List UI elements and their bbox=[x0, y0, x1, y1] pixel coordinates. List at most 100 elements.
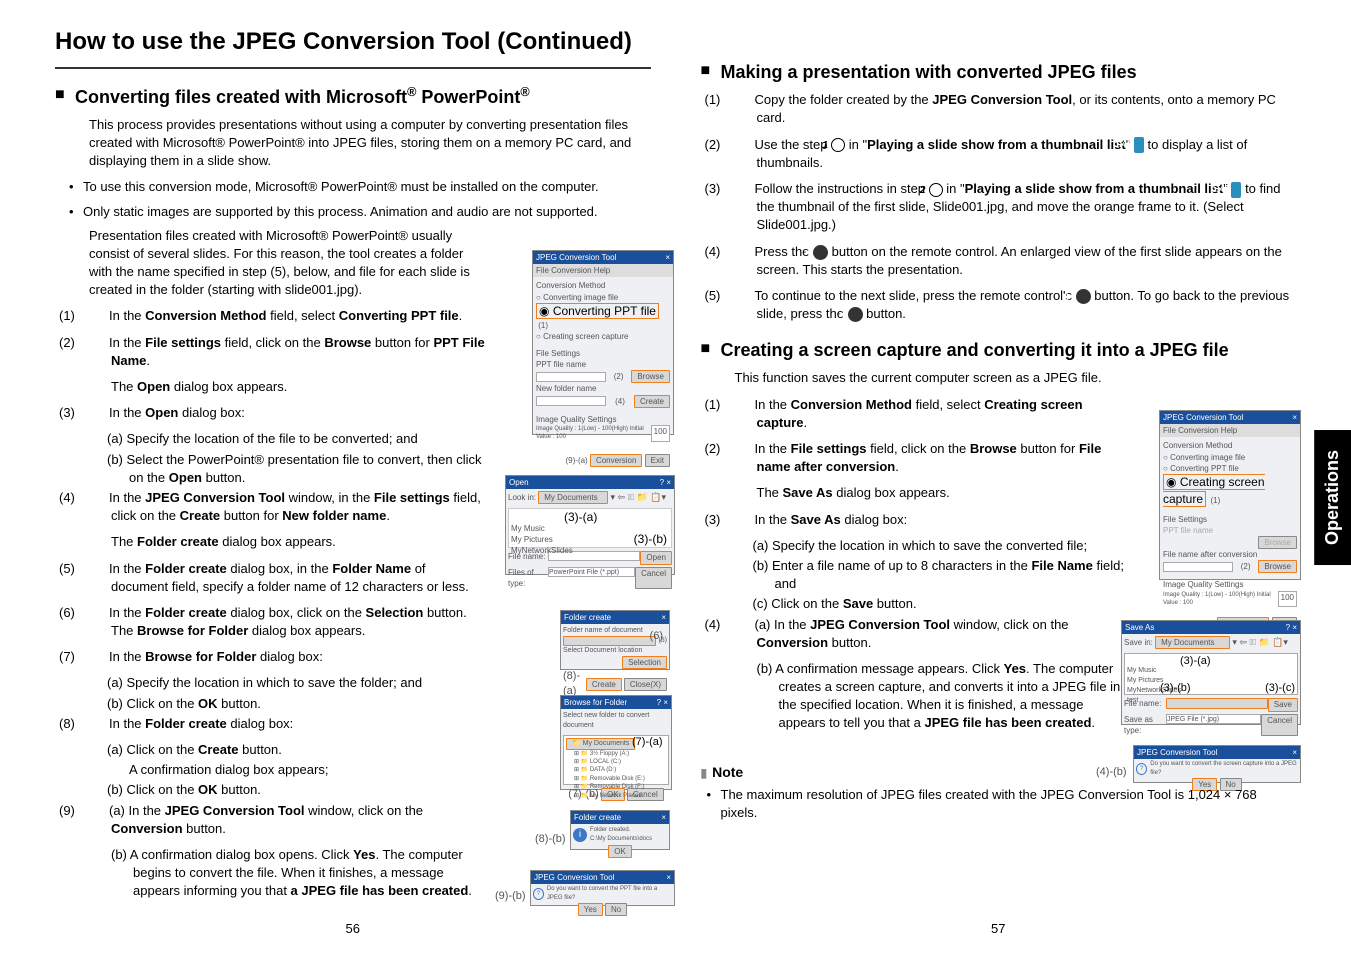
screenshot-folder-create: Folder create× Folder name of document (… bbox=[560, 610, 670, 670]
iq-val2[interactable]: 100 bbox=[1278, 591, 1297, 608]
sa-cancel[interactable]: Cancel bbox=[1261, 714, 1298, 736]
step-item: (4)(a) In the JPEG Conversion Tool windo… bbox=[731, 616, 1131, 652]
opt-ppt2[interactable]: Converting PPT file bbox=[1170, 464, 1239, 473]
step-item: (b) A confirmation message appears. Clic… bbox=[731, 660, 1131, 733]
step-item: (b) Select the PowerPoint® presentation … bbox=[85, 451, 485, 487]
fa-label: File name after conversion bbox=[1163, 549, 1297, 560]
ppt-label2: PPT file name bbox=[1163, 525, 1297, 536]
section-a-intro2: Presentation files created with Microsof… bbox=[89, 227, 489, 300]
step-item: (a) Specify the location in which to sav… bbox=[731, 537, 1131, 555]
nf-label: New folder name bbox=[536, 383, 670, 394]
section-a-steps: (1)In the Conversion Method field, selec… bbox=[85, 307, 485, 900]
step-item: (7)In the Browse for Folder dialog box: bbox=[85, 648, 485, 666]
step-item: (b) A confirmation dialog box opens. Cli… bbox=[85, 846, 485, 901]
annot-8b: (8)-(b) bbox=[535, 832, 566, 847]
bullet-1: To use this conversion mode, Microsoft® … bbox=[73, 178, 651, 196]
left-page: How to use the JPEG Conversion Tool (Con… bbox=[30, 20, 676, 944]
sshot-title: JPEG Conversion Tool bbox=[536, 252, 616, 263]
screenshot-browse-folder: Browse for Folder? × Select new folder t… bbox=[560, 695, 672, 790]
menu-bar2[interactable]: File Conversion Help bbox=[1160, 424, 1300, 437]
section-c-title: Creating a screen capture and converting… bbox=[701, 338, 1297, 363]
step-item: (a) Specify the location of the file to … bbox=[85, 430, 485, 448]
close-icon[interactable]: × bbox=[1292, 412, 1297, 423]
step-item: (b) Enter a file name of up to 8 charact… bbox=[731, 557, 1131, 593]
create-button[interactable]: Create bbox=[634, 395, 670, 408]
opt-img[interactable]: Converting image file bbox=[543, 293, 618, 302]
fc-close-button[interactable]: Close(X) bbox=[624, 678, 667, 691]
right-page: Making a presentation with converted JPE… bbox=[676, 20, 1322, 944]
step-item: The Folder create dialog box appears. bbox=[111, 533, 485, 551]
conf2-msg: Do you want to convert the screen captur… bbox=[1150, 760, 1298, 777]
fc-create-button[interactable]: Create bbox=[586, 678, 622, 691]
iq-val[interactable]: 100 bbox=[651, 425, 670, 442]
section-b-title: Making a presentation with converted JPE… bbox=[701, 60, 1297, 85]
yes-button[interactable]: Yes bbox=[578, 903, 603, 916]
bullet-2: Only static images are supported by this… bbox=[73, 203, 651, 221]
section-a-intro: This process provides presentations with… bbox=[89, 116, 651, 171]
page-title: How to use the JPEG Conversion Tool (Con… bbox=[55, 25, 651, 69]
annot-7a: (7)-(a) bbox=[632, 735, 663, 750]
browse-button2[interactable]: Browse bbox=[1258, 560, 1297, 573]
open-folders[interactable]: My Music My Pictures MyNetworkSlides (3)… bbox=[508, 508, 672, 548]
close-icon[interactable]: ? × bbox=[657, 697, 668, 708]
screenshot-jpeg-tool-ppt: JPEG Conversion Tool × File Conversion He… bbox=[532, 250, 674, 435]
fs-label: File Settings bbox=[536, 348, 670, 359]
no-button[interactable]: No bbox=[605, 903, 627, 916]
sa-combo[interactable]: My Documents bbox=[1155, 636, 1230, 649]
page-num-left: 56 bbox=[30, 920, 676, 938]
lookin-combo[interactable]: My Documents bbox=[538, 491, 608, 504]
screenshot-folder-created: Folder create× i Folder created. C:\My D… bbox=[570, 810, 670, 850]
open-title: Open bbox=[509, 477, 529, 488]
step-item: (5)To continue to the next slide, press … bbox=[731, 287, 1291, 323]
close-icon[interactable]: × bbox=[661, 812, 666, 823]
screenshot-confirm-ppt: JPEG Conversion Tool× ? Do you want to c… bbox=[530, 870, 675, 906]
opt-ppt[interactable]: Converting PPT file bbox=[553, 304, 656, 318]
ft-input[interactable]: PowerPoint File (*.ppt) bbox=[548, 567, 635, 577]
fa-input[interactable] bbox=[1163, 562, 1233, 572]
step-item: The Save As dialog box appears. bbox=[757, 484, 1131, 502]
close-icon[interactable]: × bbox=[1292, 747, 1297, 758]
nf-input[interactable] bbox=[536, 396, 606, 406]
cancel-button[interactable]: Cancel bbox=[635, 567, 672, 589]
cm-label: Conversion Method bbox=[536, 280, 670, 291]
sa-save[interactable]: Save bbox=[1268, 698, 1298, 711]
close-icon[interactable]: ? × bbox=[660, 477, 671, 488]
selection-button[interactable]: Selection bbox=[622, 656, 667, 669]
opt-cap[interactable]: Creating screen capture bbox=[543, 332, 628, 341]
sa-area[interactable]: My Music My Pictures MyNetworkSlides tes… bbox=[1124, 653, 1298, 695]
step-item: (2)Use the step 1 in "Playing a slide sh… bbox=[731, 136, 1291, 172]
bf-tree[interactable]: 📁 My Documents (7)-(a) ⊞ 📁 3½ Floppy (A:… bbox=[563, 735, 669, 785]
sa-fn-input[interactable] bbox=[1166, 698, 1268, 709]
browse-button[interactable]: Browse bbox=[631, 370, 670, 383]
note-text: The maximum resolution of JPEG files cre… bbox=[711, 786, 1297, 822]
sa-type-input[interactable]: JPEG File (*.jpg) bbox=[1166, 714, 1261, 724]
ppt-label: PPT file name bbox=[536, 359, 670, 370]
close-icon[interactable]: ? × bbox=[1286, 622, 1297, 633]
browse-dis: Browse bbox=[1258, 536, 1297, 549]
step-item: A confirmation dialog box appears; bbox=[85, 761, 485, 779]
ppt-input[interactable] bbox=[536, 372, 606, 382]
screenshot-confirm-cap: JPEG Conversion Tool× ? Do you want to c… bbox=[1133, 745, 1301, 783]
menu-bar[interactable]: File Conversion Help bbox=[533, 264, 673, 277]
sshot-title2: JPEG Conversion Tool bbox=[1163, 412, 1243, 423]
open-button[interactable]: Open bbox=[640, 551, 672, 564]
conversion-button[interactable]: Conversion bbox=[590, 454, 642, 467]
fc-msg: Folder created. C:\My Documents\docs bbox=[590, 826, 652, 843]
fc-ok[interactable]: OK bbox=[608, 845, 632, 858]
close-icon[interactable]: × bbox=[665, 252, 670, 263]
step-item: (6)In the Folder create dialog box, clic… bbox=[85, 604, 485, 640]
step-item: (b) Click on the OK button. bbox=[85, 695, 485, 713]
step-item: (b) Click on the OK button. bbox=[85, 781, 485, 799]
screenshot-save-as: Save As? × Save in: My Documents ▾ ⇦ 🗉 📁… bbox=[1121, 620, 1301, 725]
opt-img2[interactable]: Converting image file bbox=[1170, 453, 1245, 462]
close-icon[interactable]: × bbox=[661, 612, 666, 623]
close-icon[interactable]: × bbox=[666, 872, 671, 883]
annot-9b: (9)-(b) bbox=[495, 889, 526, 904]
fc-name-input[interactable] bbox=[563, 636, 656, 646]
annot-1: (1) bbox=[538, 321, 548, 330]
exit-button[interactable]: Exit bbox=[645, 454, 670, 467]
step-item: The Open dialog box appears. bbox=[111, 378, 485, 396]
annot-9a: (9)-(a) bbox=[566, 456, 588, 465]
step-item: (3)Follow the instructions in step 2 in … bbox=[731, 180, 1291, 235]
step-item: (4)Press the ● button on the remote cont… bbox=[731, 243, 1291, 279]
